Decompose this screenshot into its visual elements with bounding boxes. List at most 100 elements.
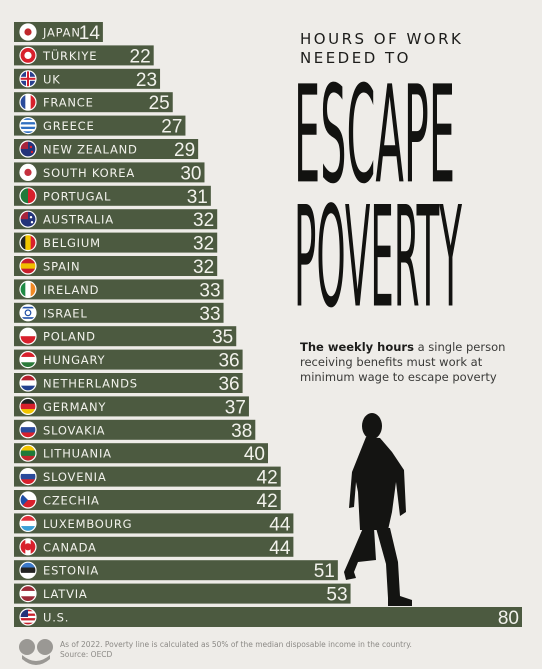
bar (14, 185, 211, 206)
bar (14, 232, 218, 253)
bar (14, 443, 268, 464)
flag-icon (20, 211, 36, 228)
category-label: SPAIN (43, 260, 80, 274)
category-label: SLOVAKIA (43, 423, 105, 437)
value-label: 51 (314, 561, 335, 582)
category-label: LUXEMBOURG (43, 517, 132, 531)
flag-icon (20, 187, 36, 204)
flag-icon (20, 562, 36, 579)
value-label: 42 (257, 468, 278, 489)
category-label: LATVIA (43, 587, 88, 601)
value-label: 36 (218, 351, 239, 372)
bar (14, 68, 161, 89)
subtitle-bold: The weekly hours (300, 340, 414, 354)
bar (14, 209, 218, 230)
category-label: JAPAN (42, 26, 81, 40)
category-label: TÜRKIYE (42, 47, 97, 63)
flag-icon (20, 492, 36, 508)
chart-title-top: HOURS OF WORK NEEDED TO (300, 30, 464, 67)
category-label: FRANCE (43, 96, 94, 110)
bar (14, 373, 243, 393)
bar (14, 92, 173, 113)
value-label: 31 (187, 187, 208, 208)
flag-icon (20, 141, 36, 157)
flag-icon (20, 94, 36, 111)
chart-subtitle: The weekly hours a single person receivi… (300, 340, 525, 385)
category-label: ESTONIA (43, 564, 99, 578)
flag-icon (20, 468, 36, 485)
bar (14, 513, 294, 534)
flag-icon (20, 421, 36, 438)
value-label: 22 (130, 46, 151, 67)
bar (14, 115, 186, 136)
value-label: 80 (498, 608, 519, 629)
value-label: 29 (174, 140, 195, 161)
value-label: 25 (149, 93, 170, 114)
footnote-note: As of 2022. Poverty line is calculated a… (60, 640, 412, 649)
bar (14, 256, 218, 276)
bar (14, 279, 224, 300)
category-label: CANADA (43, 540, 97, 554)
bar (14, 349, 243, 370)
subtitle-rest: a single person receiving benefits must … (300, 340, 506, 384)
flag-icon (20, 351, 36, 368)
value-label: 53 (326, 585, 347, 606)
category-label: NEW ZEALAND (43, 143, 138, 157)
category-label: SOUTH KOREA (43, 166, 135, 180)
bar (14, 419, 256, 440)
category-label: POLAND (43, 330, 96, 344)
bar (14, 490, 281, 510)
category-label: NETHERLANDS (43, 377, 138, 391)
bar (14, 607, 522, 627)
category-label: U.S. (43, 611, 69, 625)
chart-title-poverty: POVERTY (294, 176, 462, 339)
category-label: IRELAND (43, 283, 99, 297)
category-label: GERMANY (43, 400, 106, 414)
bar (14, 22, 103, 42)
value-label: 23 (136, 70, 157, 91)
value-label: 40 (244, 444, 265, 465)
bar (14, 326, 237, 347)
bar (14, 560, 338, 581)
value-label: 27 (161, 117, 182, 138)
flag-icon (20, 585, 36, 602)
category-label: GREECE (43, 119, 95, 133)
flag-icon (20, 515, 36, 532)
value-label: 42 (257, 491, 278, 512)
flag-icon (20, 609, 36, 625)
bar (14, 162, 205, 183)
value-label: 32 (193, 210, 214, 231)
person-climbing-silhouette-icon (344, 413, 412, 606)
category-label: BELGIUM (43, 236, 101, 250)
bar (14, 466, 281, 487)
value-label: 38 (231, 421, 252, 442)
category-label: HUNGARY (43, 353, 106, 367)
value-label: 33 (199, 280, 220, 301)
footnote: As of 2022. Poverty line is calculated a… (60, 640, 530, 660)
value-label: 37 (225, 397, 246, 418)
flag-icon (20, 538, 36, 555)
statista-logo-icon (19, 639, 53, 665)
category-label: SLOVENIA (43, 470, 107, 484)
flag-icon (20, 304, 36, 321)
flag-icon (20, 234, 36, 251)
category-label: AUSTRALIA (43, 213, 114, 227)
category-label: ISRAEL (43, 306, 88, 320)
bar (14, 302, 224, 323)
value-label: 32 (193, 234, 214, 255)
flag-icon (20, 70, 36, 87)
value-label: 14 (79, 23, 101, 44)
value-label: 32 (193, 257, 214, 278)
footnote-source: Source: OECD (60, 650, 113, 659)
category-label: LITHUANIA (43, 447, 112, 461)
flag-icon (20, 398, 36, 415)
flag-icon (20, 47, 36, 64)
value-label: 30 (180, 163, 201, 184)
flag-icon (20, 445, 36, 462)
value-label: 44 (269, 538, 291, 559)
flag-icon (20, 375, 36, 391)
category-label: CZECHIA (43, 494, 100, 508)
bar (14, 583, 351, 604)
flag-icon (20, 117, 36, 134)
